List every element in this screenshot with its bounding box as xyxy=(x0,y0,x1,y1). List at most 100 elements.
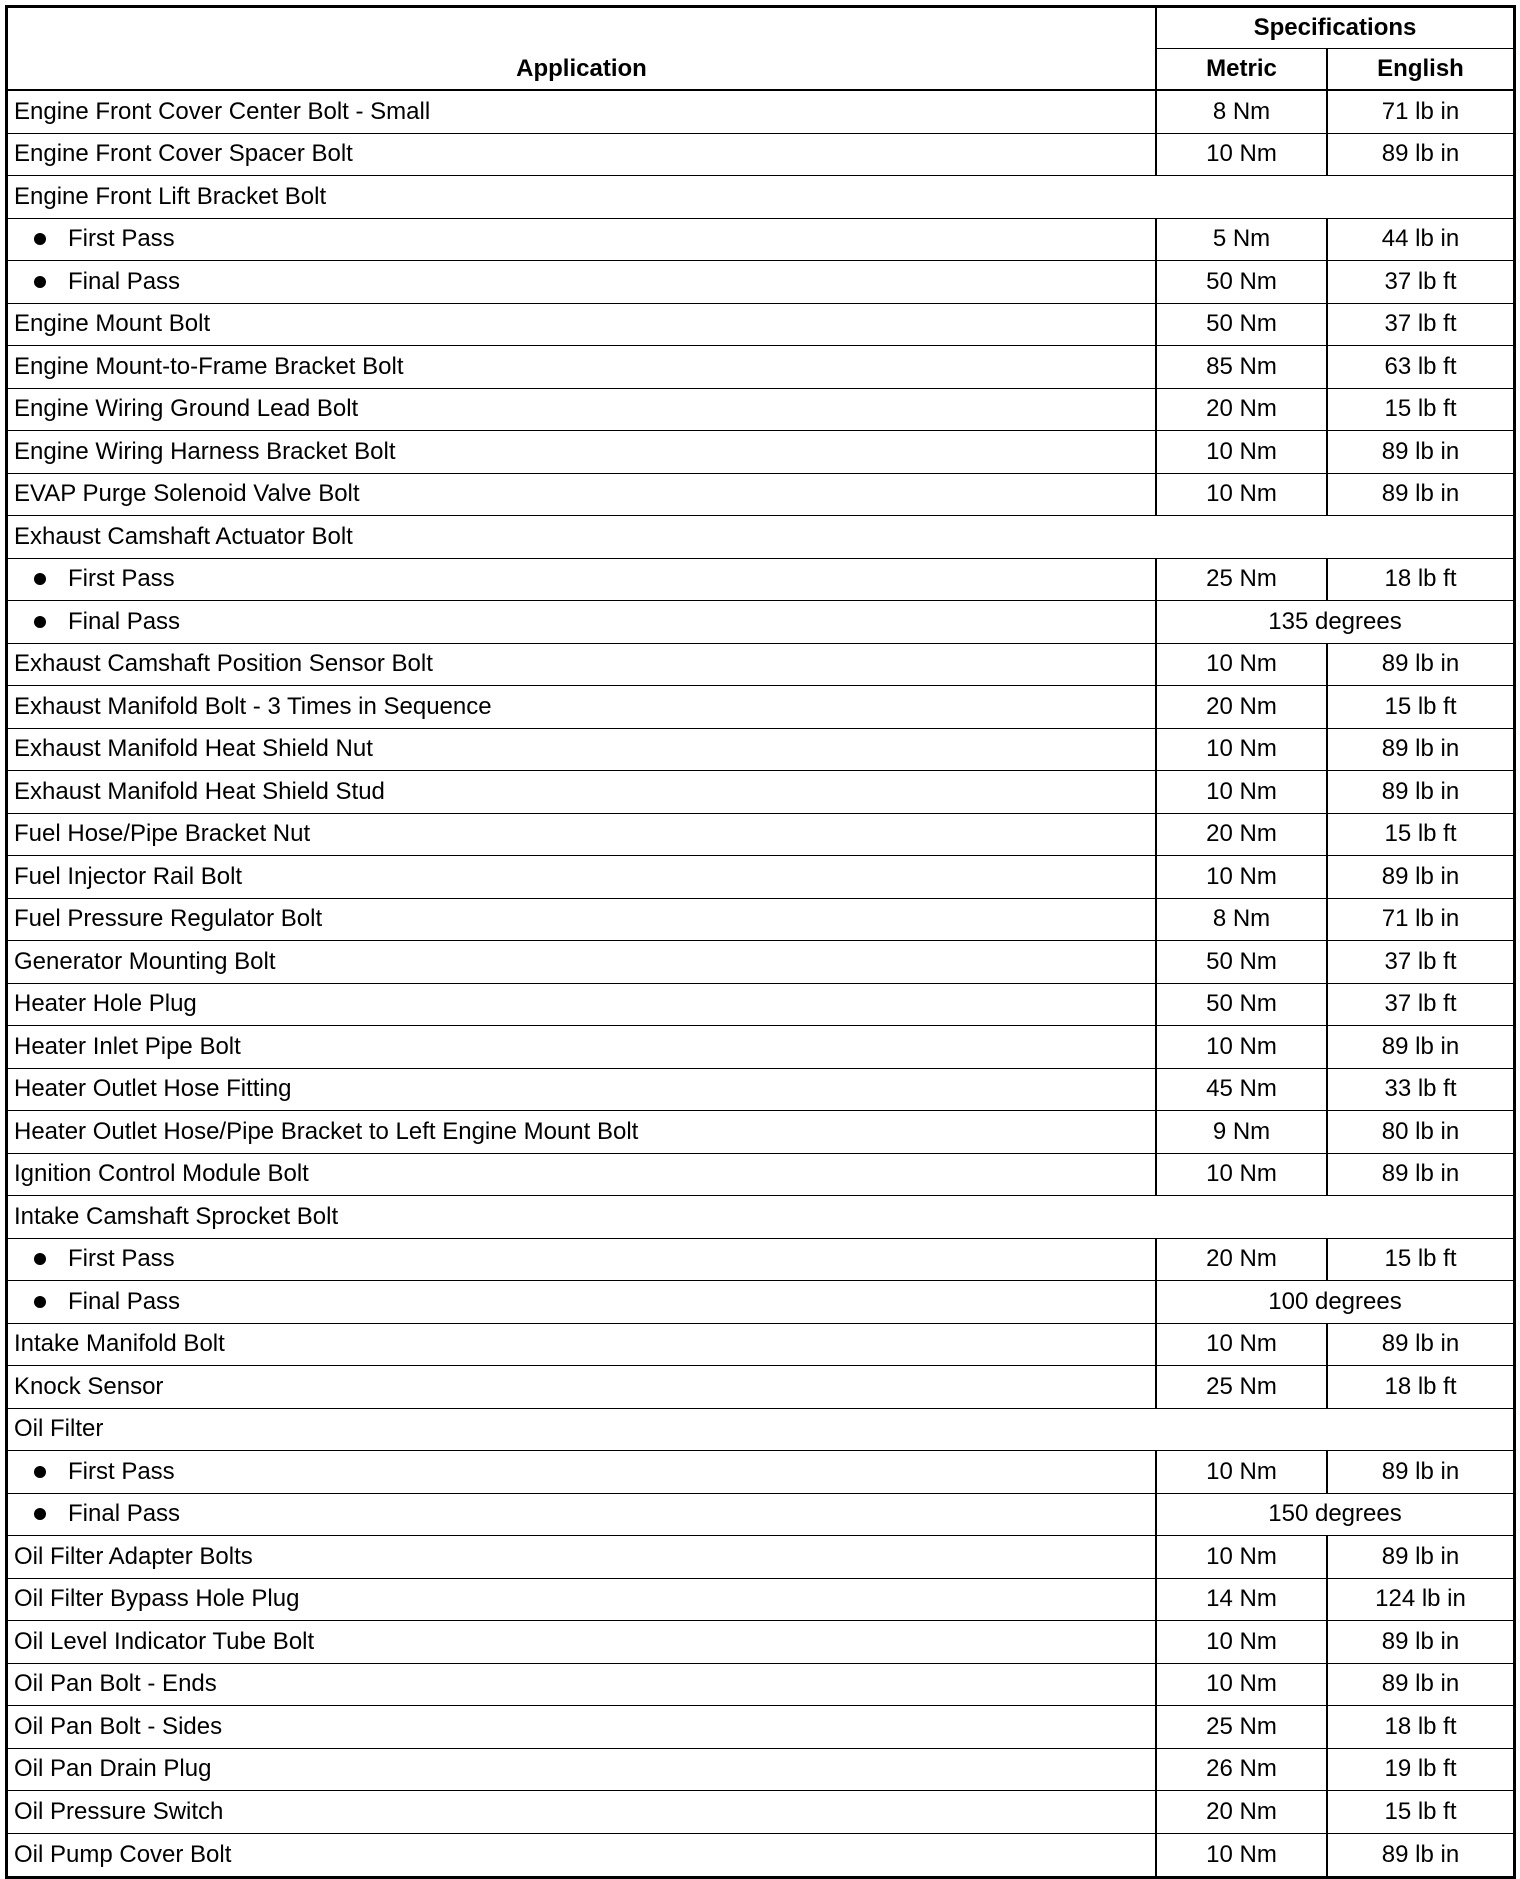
application-text: Knock Sensor xyxy=(14,1372,164,1400)
application-text: Engine Front Cover Center Bolt - Small xyxy=(14,97,431,125)
table-row: Engine Wiring Ground Lead Bolt 20 Nm 15 lb… xyxy=(8,388,1513,431)
application-cell: Fuel Injector Rail Bolt xyxy=(8,856,1157,898)
application-cell: Oil Pan Bolt - Ends xyxy=(8,1663,1157,1705)
english-cell: 37 lb ft xyxy=(1384,310,1457,338)
english-cell: 15 lb ft xyxy=(1384,395,1457,423)
table-row: Exhaust Camshaft Position Sensor Bolt 10 … xyxy=(8,643,1513,686)
metric-cell: 10 Nm xyxy=(1157,1536,1328,1578)
application-cell: Oil Pressure Switch xyxy=(8,1791,1157,1833)
table-row: Exhaust Camshaft Actuator Bolt xyxy=(8,516,1513,559)
table-row: Engine Front Cover Spacer Bolt 10 Nm 89 lb… xyxy=(8,133,1513,176)
application-text: Oil Pump Cover Bolt xyxy=(14,1840,232,1868)
application-text: Exhaust Manifold Bolt - 3 Times in Seque… xyxy=(14,692,492,720)
metric-cell: 10 Nm xyxy=(1157,1663,1328,1705)
english-cell: 71 lb in xyxy=(1381,905,1460,933)
table-row: Exhaust Manifold Bolt - 3 Times in Seque… xyxy=(8,686,1513,729)
english-cell: 124 lb in xyxy=(1375,1585,1466,1613)
application-text: Oil Pan Drain Plug xyxy=(14,1755,212,1783)
application-cell: Intake Manifold Bolt xyxy=(8,1323,1157,1365)
metric-cell: 20 Nm xyxy=(1157,388,1328,430)
bullet-icon xyxy=(34,1508,46,1521)
application-text: Oil Filter xyxy=(14,1415,104,1443)
table-row: Engine Front Lift Bracket Bolt xyxy=(8,176,1513,219)
english-cell: 89 lb in xyxy=(1381,1457,1460,1485)
application-text: EVAP Purge Solenoid Valve Bolt xyxy=(14,480,360,508)
application-cell: Engine Mount-to-Frame Bracket Bolt xyxy=(8,346,1157,388)
metric-cell: 20 Nm xyxy=(1157,813,1328,855)
application-text: Heater Inlet Pipe Bolt xyxy=(14,1032,241,1060)
english-cell: 18 lb ft xyxy=(1384,565,1457,593)
english-cell: 89 lb in xyxy=(1381,1840,1460,1868)
table-row: Knock Sensor 25 Nm 18 lb ft xyxy=(8,1366,1513,1409)
bullet-icon xyxy=(34,615,46,628)
table-row: Heater Hole Plug 50 Nm 37 lb ft xyxy=(8,983,1513,1026)
metric-cell: 9 Nm xyxy=(1157,1111,1328,1153)
bullet-icon xyxy=(34,1465,46,1478)
english-cell: 19 lb ft xyxy=(1384,1755,1457,1783)
application-cell: Exhaust Manifold Heat Shield Nut xyxy=(8,728,1157,770)
english-cell: 37 lb ft xyxy=(1384,267,1457,295)
application-cell: First Pass xyxy=(8,1451,1157,1493)
table-row: EVAP Purge Solenoid Valve Bolt 10 Nm 89 lb… xyxy=(8,473,1513,516)
metric-cell: 10 Nm xyxy=(1157,728,1328,770)
table-header: Application Specifications Metric Englis… xyxy=(8,8,1513,91)
metric-cell: 10 Nm xyxy=(1157,1451,1328,1493)
table-row: Fuel Injector Rail Bolt 10 Nm 89 lb in xyxy=(8,856,1513,899)
header-metric: Metric xyxy=(1157,49,1328,89)
header-english: English xyxy=(1377,55,1464,82)
table-row: Engine Front Cover Center Bolt - Small 8 … xyxy=(8,91,1513,134)
english-cell: 89 lb in xyxy=(1381,437,1460,465)
metric-cell: 10 Nm xyxy=(1157,1323,1328,1365)
table-row: Ignition Control Module Bolt 10 Nm 89 lb i… xyxy=(8,1153,1513,1196)
application-cell: Exhaust Manifold Heat Shield Stud xyxy=(8,771,1157,813)
table-body: Engine Front Cover Center Bolt - Small 8 … xyxy=(8,91,1513,1876)
metric-cell: 20 Nm xyxy=(1157,686,1328,728)
application-text: Final Pass xyxy=(68,607,181,635)
bullet-icon xyxy=(34,1295,46,1308)
english-cell: 89 lb in xyxy=(1381,140,1460,168)
application-cell: Oil Pump Cover Bolt xyxy=(8,1833,1157,1876)
metric-cell: 50 Nm xyxy=(1157,303,1328,345)
application-cell: Engine Front Cover Spacer Bolt xyxy=(8,133,1157,175)
table-row: Heater Outlet Hose Fitting 45 Nm 33 lb ft xyxy=(8,1068,1513,1111)
english-cell: 89 lb in xyxy=(1381,1160,1460,1188)
application-cell: Oil Filter Bypass Hole Plug xyxy=(8,1578,1157,1620)
metric-cell: 14 Nm xyxy=(1157,1578,1328,1620)
english-cell: 89 lb in xyxy=(1381,1542,1460,1570)
english-cell: 15 lb ft xyxy=(1384,692,1457,720)
application-text: Engine Front Lift Bracket Bolt xyxy=(14,182,327,210)
metric-cell: 10 Nm xyxy=(1157,431,1328,473)
table-row: Oil Filter Bypass Hole Plug 14 Nm 124 lb i… xyxy=(8,1578,1513,1621)
metric-cell: 25 Nm xyxy=(1157,1706,1328,1748)
application-cell: EVAP Purge Solenoid Valve Bolt xyxy=(8,473,1157,515)
header-specifications: Specifications xyxy=(1157,8,1513,49)
application-cell: First Pass xyxy=(8,1238,1157,1280)
metric-cell: 20 Nm xyxy=(1157,1238,1328,1280)
english-cell: 80 lb in xyxy=(1381,1117,1460,1145)
application-text: Oil Pan Bolt - Ends xyxy=(14,1670,217,1698)
application-text: Final Pass xyxy=(68,1287,181,1315)
application-cell: Oil Level Indicator Tube Bolt xyxy=(8,1621,1157,1663)
application-text: Exhaust Manifold Heat Shield Nut xyxy=(14,735,373,763)
table-row: Final Pass 100 degrees xyxy=(8,1281,1513,1324)
table-row: Oil Pan Bolt - Ends 10 Nm 89 lb in xyxy=(8,1663,1513,1706)
application-text: Heater Hole Plug xyxy=(14,990,197,1018)
application-cell: First Pass xyxy=(8,218,1157,260)
english-cell: 89 lb in xyxy=(1381,1627,1460,1655)
application-cell: Final Pass xyxy=(8,1281,1157,1323)
table-row: Exhaust Manifold Heat Shield Stud 10 Nm 89… xyxy=(8,771,1513,814)
application-text: First Pass xyxy=(68,1245,175,1273)
application-cell: Engine Wiring Ground Lead Bolt xyxy=(8,388,1157,430)
metric-cell: 50 Nm xyxy=(1157,941,1328,983)
application-text: Intake Camshaft Sprocket Bolt xyxy=(14,1202,339,1230)
bullet-icon xyxy=(34,1253,46,1266)
table-row: Exhaust Manifold Heat Shield Nut 10 Nm 89 … xyxy=(8,728,1513,771)
english-cell: 89 lb in xyxy=(1381,650,1460,678)
table-row: Intake Camshaft Sprocket Bolt xyxy=(8,1196,1513,1239)
application-cell: Heater Inlet Pipe Bolt xyxy=(8,1026,1157,1068)
english-cell: 18 lb ft xyxy=(1384,1372,1457,1400)
metric-cell: 10 Nm xyxy=(1157,1026,1328,1068)
metric-cell: 8 Nm xyxy=(1157,898,1328,940)
table-row: Final Pass 135 degrees xyxy=(8,601,1513,644)
application-cell: Engine Mount Bolt xyxy=(8,303,1157,345)
